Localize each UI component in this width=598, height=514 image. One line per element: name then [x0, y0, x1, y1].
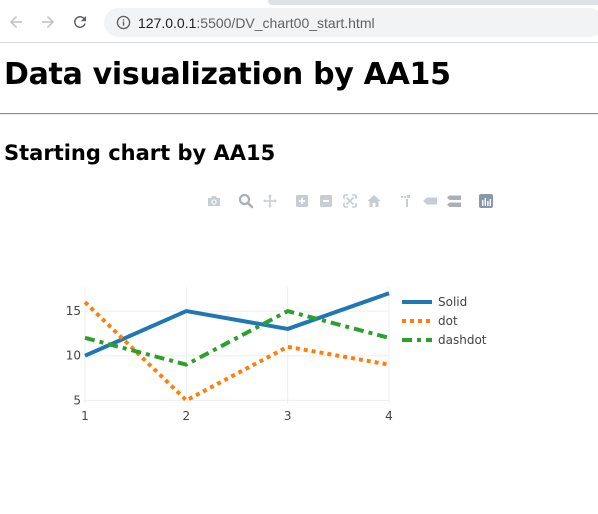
spike-lines-icon — [401, 195, 410, 207]
address-bar[interactable]: 127.0.0.1:5500/DV_chart00_start.html — [104, 8, 598, 37]
series-line-dashdot[interactable] — [84, 309, 390, 367]
pan-button[interactable] — [261, 192, 279, 210]
zoom-out-button[interactable] — [317, 192, 335, 210]
page-title: Data visualization by AA15 — [4, 57, 451, 92]
zoom-in-icon — [296, 195, 308, 207]
chart-heading: Starting chart by AA15 — [4, 141, 276, 165]
download-png-button[interactable] — [205, 192, 223, 210]
legend-item-dot[interactable]: dot — [402, 314, 458, 328]
autoscale-button[interactable] — [341, 192, 359, 210]
url-text[interactable]: 127.0.0.1:5500/DV_chart00_start.html — [138, 15, 375, 31]
spike-lines-button[interactable] — [397, 192, 415, 210]
back-button[interactable] — [4, 10, 28, 34]
zoom-in-button[interactable] — [293, 192, 311, 210]
legend-label: Solid — [438, 295, 467, 309]
info-icon[interactable] — [115, 15, 131, 31]
y-tick-label: 10 — [66, 349, 81, 363]
autoscale-icon — [343, 194, 357, 208]
url-path: :5500/DV_chart00_start.html — [196, 14, 375, 31]
legend-label: dot — [438, 314, 458, 328]
x-tick-label: 2 — [183, 409, 191, 423]
legend-item-solid[interactable]: Solid — [402, 295, 467, 309]
legend-label: dashdot — [438, 333, 487, 347]
camera-icon — [208, 196, 220, 206]
x-tick-label: 1 — [81, 409, 89, 423]
chart-ticks: 1 2 3 4 5 10 15 — [66, 304, 393, 423]
chart-legend[interactable]: Solid dot dashdot — [402, 295, 487, 347]
forward-button[interactable] — [36, 10, 60, 34]
x-tick-label: 4 — [385, 409, 393, 423]
plotly-logo-icon — [479, 194, 493, 208]
chart-series — [83, 291, 390, 403]
chart-grid — [84, 287, 390, 403]
url-host: 127.0.0.1 — [138, 14, 197, 31]
browser-toolbar: 127.0.0.1:5500/DV_chart00_start.html — [0, 0, 598, 43]
series-line-solid[interactable] — [84, 291, 390, 358]
plotly-logo-button[interactable] — [477, 192, 495, 210]
hover-compare-icon — [447, 195, 461, 207]
pan-icon — [263, 194, 277, 208]
zoom-icon — [238, 193, 254, 209]
arrow-left-icon — [10, 16, 22, 28]
hover-closest-button[interactable] — [421, 192, 439, 210]
chart-modebar — [205, 191, 501, 211]
hover-closest-icon — [423, 197, 437, 205]
zoom-out-icon — [320, 195, 332, 207]
x-tick-label: 3 — [284, 409, 292, 423]
tab-strip — [0, 0, 598, 5]
series-line-dot[interactable] — [83, 300, 390, 403]
legend-item-dashdot[interactable]: dashdot — [402, 333, 487, 347]
reset-axes-button[interactable] — [365, 192, 383, 210]
home-icon — [367, 195, 381, 207]
y-tick-label: 15 — [66, 304, 81, 318]
y-tick-label: 5 — [73, 393, 81, 407]
horizontal-rule — [0, 113, 598, 115]
zoom-button[interactable] — [237, 192, 255, 210]
arrow-right-icon — [42, 16, 54, 28]
hover-compare-button[interactable] — [445, 192, 463, 210]
